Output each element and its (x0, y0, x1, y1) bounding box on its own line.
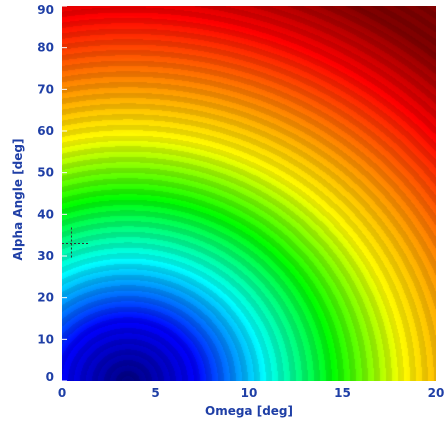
y-tick-label: 40 (37, 207, 54, 221)
y-tick-label: 60 (37, 124, 54, 138)
y-tick-label: 80 (37, 41, 54, 55)
axes-group: 0 10 20 30 40 50 60 70 80 90 0 5 10 15 20 (37, 3, 444, 400)
y-axis-label: Alpha Angle [deg] (11, 139, 25, 261)
y-tick-label: 90 (37, 3, 54, 17)
x-tick-label: 20 (428, 386, 445, 400)
x-tick-label: 15 (334, 386, 351, 400)
y-tick-label: 50 (37, 166, 54, 180)
heatmap-plot-area (62, 6, 436, 381)
x-tick-label: 10 (241, 386, 258, 400)
x-tick-label: 5 (151, 386, 159, 400)
y-tick-label: 10 (37, 332, 54, 346)
y-tick-label: 70 (37, 82, 54, 96)
x-axis-label: Omega [deg] (205, 404, 293, 418)
y-tick-label: 30 (37, 249, 54, 263)
axis-labels-group: Omega [deg] Alpha Angle [deg] (11, 139, 293, 418)
y-tick-label: 20 (37, 291, 54, 305)
y-tick-label: 0 (46, 370, 54, 384)
heatmap-image (62, 6, 436, 381)
x-tick-label: 0 (58, 386, 66, 400)
